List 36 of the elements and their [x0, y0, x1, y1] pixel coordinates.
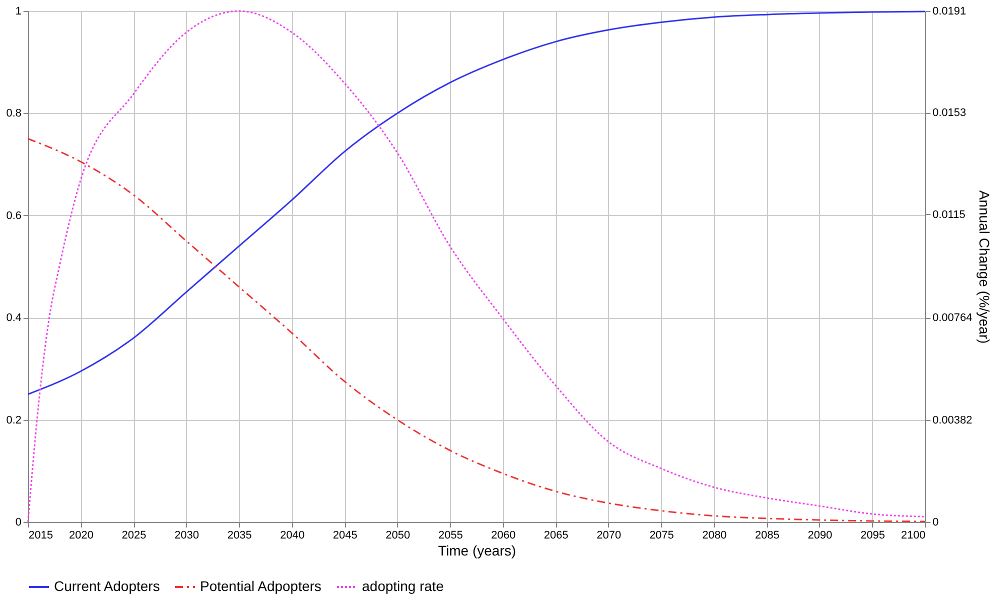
x-tick-label: 2050: [386, 530, 410, 542]
x-tick-label: 2015: [28, 530, 53, 542]
x-tick-label: 2060: [491, 530, 516, 542]
y-tick-label: 0.2: [6, 414, 22, 426]
x-tick-label: 2085: [754, 530, 780, 542]
x-axis-title: Time (years): [438, 542, 516, 558]
x-tick-label: 2090: [808, 530, 832, 542]
x-tick-label: 2045: [332, 530, 358, 542]
y-tick-label: 1: [15, 6, 22, 18]
y2-tick-label: 0.00382: [932, 414, 972, 426]
y-tick-label: 0.6: [6, 210, 22, 222]
y2-tick-label: 0.0153: [932, 107, 966, 120]
legend-label: Current Adopters: [54, 578, 160, 594]
x-tick-label: 2075: [649, 530, 674, 542]
y-tick-label: 0.4: [6, 312, 22, 324]
x-tick-label: 2065: [544, 530, 568, 542]
x-tick-label: 2030: [174, 530, 200, 542]
y2-tick-label: 0: [932, 516, 939, 528]
x-tick-label: 2070: [596, 530, 622, 542]
y2-tick-label: 0.0115: [932, 208, 966, 221]
legend-label: Potential Adpopters: [200, 578, 322, 594]
legend-label: adopting rate: [362, 578, 444, 594]
y-tick-label: 0: [15, 516, 22, 528]
x-tick-label: 2095: [860, 530, 885, 542]
x-tick-label: 2055: [438, 530, 463, 542]
line-series: [27, 10, 926, 395]
x-tick-label: 2040: [280, 530, 305, 542]
x-tick-label: 2080: [702, 530, 727, 542]
y2-tick-label: 0.00764: [932, 312, 972, 324]
y-tick-label: 0.8: [6, 108, 22, 120]
x-tick-label: 2100: [901, 530, 926, 542]
x-tick-label: 2025: [122, 530, 146, 542]
y2-tick-label: 0.0191: [932, 6, 966, 18]
x-tick-label: 2035: [227, 530, 252, 542]
y2-axis-title: Annual Change (%/year): [976, 190, 992, 344]
x-tick-label: 2020: [69, 530, 94, 542]
